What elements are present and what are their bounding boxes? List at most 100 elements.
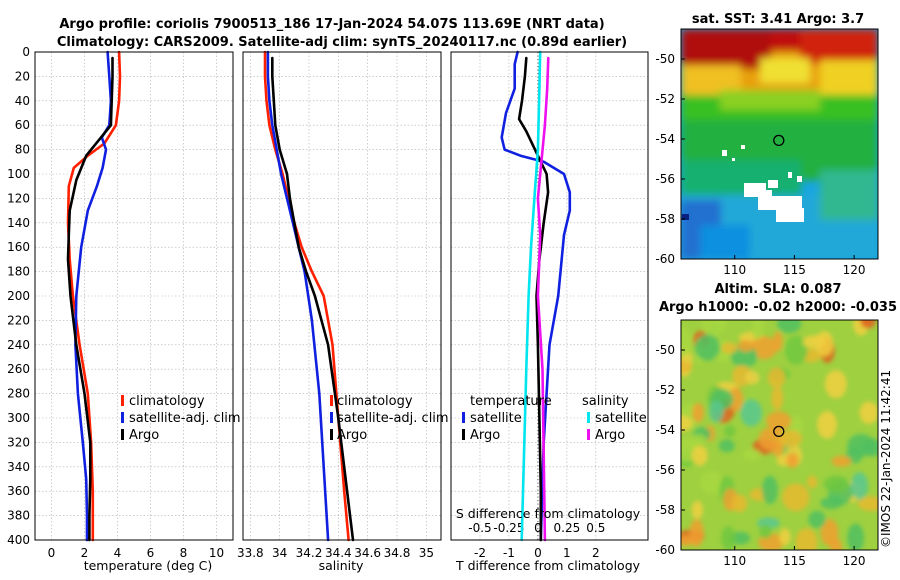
y-tick-label: 320 (7, 435, 30, 449)
sla-blob (721, 342, 738, 354)
sla-blob (718, 439, 735, 453)
sla-blob (830, 538, 843, 550)
x-tick-label: 34.8 (384, 546, 411, 560)
sla-blob (861, 438, 878, 457)
y-tick-label: -54 (655, 423, 675, 437)
legend-swatch-s-argo (587, 429, 590, 440)
plot-frame (242, 51, 442, 541)
sla-blob (731, 494, 748, 513)
y-tick-label: -60 (655, 543, 675, 557)
legend-s-satellite: satellite (595, 411, 647, 426)
sla-blob (691, 500, 703, 520)
sla-blob (823, 475, 850, 493)
legend-satellite-adj: satellite-adj. clim (129, 411, 241, 426)
x-tick-label: 34.6 (354, 546, 381, 560)
salinity-panel: 33.8 34 34.2 34.4 34.6 34.8 35 (237, 50, 442, 560)
x-tick-label: 115 (783, 263, 806, 277)
x-tick-label: 110 (723, 263, 746, 277)
sla-map-image (681, 320, 878, 550)
y-tick-label: 240 (7, 338, 30, 352)
sla-blob (724, 424, 736, 438)
y-tick-label: 40 (15, 94, 30, 108)
sla-blob (820, 497, 843, 510)
sla-blob (817, 410, 838, 439)
y-tick-label: 80 (15, 143, 30, 157)
sla-blob (681, 535, 695, 547)
y-tick-label: 220 (7, 313, 30, 327)
legend-swatch-climatology (330, 395, 333, 406)
y-tick-label: -52 (655, 92, 675, 106)
plot-frame (34, 51, 234, 541)
x-tick-label: 34.4 (325, 546, 352, 560)
x-tick-label: 4 (114, 546, 122, 560)
legend-swatch-argo (121, 429, 124, 440)
y-tick-label: -56 (655, 463, 675, 477)
sla-blob (750, 336, 778, 360)
series-line-t-argo (517, 56, 550, 542)
legend-climatology: climatology (129, 394, 205, 409)
sla-blob (681, 360, 693, 373)
salinity-xlabel: salinity (319, 558, 364, 573)
x-tick-label: 0 (48, 546, 56, 560)
plot-frame (450, 51, 649, 541)
sla-map-title-line2: Argo h1000: -0.02 h2000: -0.035 (659, 300, 897, 315)
sla-blob (737, 339, 754, 352)
sla-blob (857, 496, 878, 511)
series-line-argo (66, 56, 114, 542)
legend-swatch-t-satellite (462, 412, 465, 423)
sla-profile-marker (773, 425, 785, 438)
legend-swatch-satellite (330, 412, 333, 423)
sla-blob (730, 345, 758, 368)
x-tick-label: -1 (503, 546, 515, 560)
sla-map-title-line1: Altim. SLA: 0.087 (715, 282, 842, 297)
x-tick-label: 34.2 (296, 546, 323, 560)
sla-blob (758, 427, 785, 451)
y-tick-label: 180 (7, 265, 30, 279)
x-tick-label: 120 (843, 554, 866, 568)
legend-argo: Argo (337, 428, 367, 443)
sla-blob (708, 400, 724, 423)
y-tick-label: 20 (15, 69, 30, 83)
top-tick-label: 0.5 (586, 521, 605, 535)
sla-blob (847, 523, 865, 550)
y-tick-label: 100 (7, 167, 30, 181)
y-tick-label: 60 (15, 118, 30, 132)
series-line-s-argo (536, 56, 550, 542)
x-tick-label: 115 (783, 554, 806, 568)
legend-swatch-s-satellite (587, 412, 590, 423)
sla-blob (700, 471, 723, 495)
sla-blob (771, 386, 784, 411)
sla-blob (694, 334, 721, 361)
sla-blob (759, 524, 773, 539)
sla-blob (742, 448, 761, 461)
sla-blob (692, 403, 704, 423)
temperature-panel: 0204060801001201401601802002202402602803… (7, 45, 234, 560)
sst-cloud-mask (722, 145, 804, 222)
series-line-climatology (66, 50, 122, 542)
sla-blob (777, 320, 802, 334)
legend-satellite-adj: satellite-adj. clim (337, 411, 449, 426)
sla-blob (784, 335, 808, 365)
difference-top-label: S difference from climatology (456, 506, 641, 521)
y-tick-label: 360 (7, 484, 30, 498)
y-tick-label: 140 (7, 216, 30, 230)
y-tick-label: 120 (7, 191, 30, 205)
x-tick-label: 35 (419, 546, 434, 560)
x-tick-label: 0 (534, 546, 542, 560)
sla-blob (850, 472, 869, 500)
sla-blob (808, 510, 826, 529)
temperature-legend: climatology satellite-adj. clim Argo (121, 394, 241, 443)
legend-temperature-header: temperature (470, 394, 552, 409)
legend-swatch-climatology (121, 395, 124, 406)
x-tick-label: 8 (180, 546, 188, 560)
sla-blob (766, 411, 792, 431)
legend-swatch-satellite (121, 412, 124, 423)
y-tick-label: -54 (655, 132, 675, 146)
legend-argo: Argo (129, 428, 159, 443)
sla-blob (778, 430, 803, 448)
y-tick-label: -58 (655, 212, 675, 226)
sla-blob (807, 475, 818, 489)
y-tick-label: -56 (655, 172, 675, 186)
salinity-legend: climatology satellite-adj. clim Argo (330, 394, 449, 443)
